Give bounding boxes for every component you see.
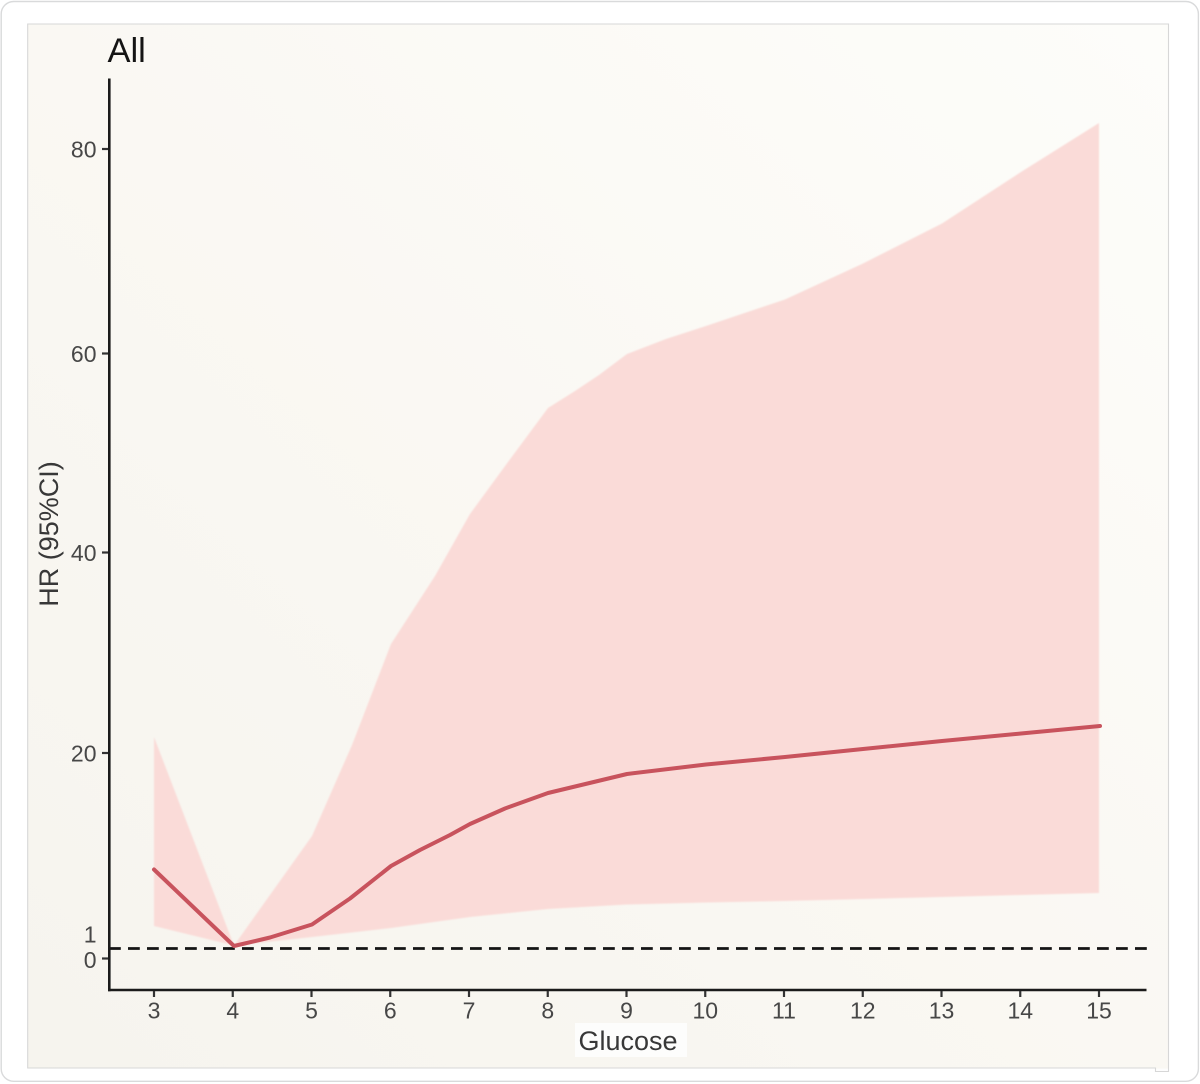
svg-text:1: 1 xyxy=(84,921,97,947)
svg-text:9: 9 xyxy=(620,998,633,1024)
svg-text:7: 7 xyxy=(463,998,476,1024)
svg-text:15: 15 xyxy=(1086,998,1112,1024)
svg-text:6: 6 xyxy=(384,998,397,1024)
svg-text:12: 12 xyxy=(850,998,876,1024)
svg-text:14: 14 xyxy=(1007,998,1033,1024)
svg-text:HR (95%CI): HR (95%CI) xyxy=(34,461,64,607)
svg-text:0: 0 xyxy=(84,947,97,973)
svg-text:40: 40 xyxy=(71,540,97,566)
svg-text:3: 3 xyxy=(148,998,161,1024)
svg-text:60: 60 xyxy=(71,341,97,367)
svg-text:8: 8 xyxy=(541,998,554,1024)
svg-text:All: All xyxy=(108,32,146,70)
svg-text:10: 10 xyxy=(692,998,718,1024)
svg-text:5: 5 xyxy=(305,998,318,1024)
svg-text:Glucose: Glucose xyxy=(578,1026,677,1056)
svg-text:4: 4 xyxy=(226,998,239,1024)
svg-text:11: 11 xyxy=(772,998,796,1024)
svg-text:13: 13 xyxy=(929,998,955,1024)
svg-text:80: 80 xyxy=(71,136,97,162)
svg-text:20: 20 xyxy=(71,740,97,766)
